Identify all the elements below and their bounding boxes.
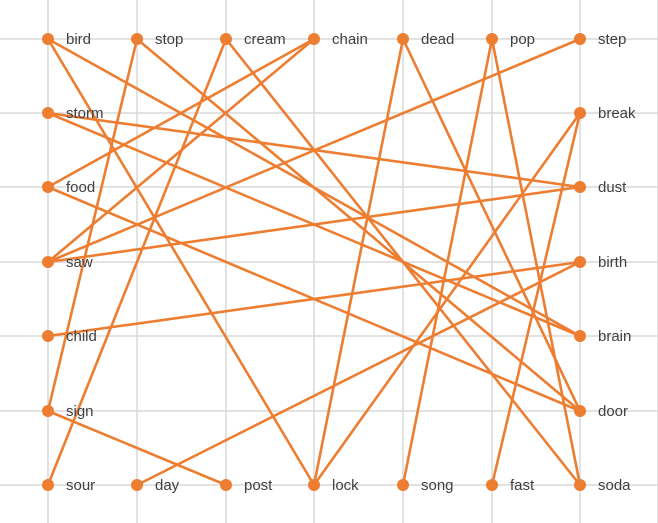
node-label: bird (66, 31, 91, 48)
node-dot (486, 479, 498, 491)
node-dot (42, 405, 54, 417)
node-dot (574, 330, 586, 342)
edges (46, 37, 582, 487)
node-dot (308, 479, 320, 491)
node-label: chain (332, 31, 368, 48)
node-label: birth (598, 254, 627, 271)
node-label: door (598, 403, 628, 420)
node-label: storm (66, 105, 104, 122)
node-label: stop (155, 31, 183, 48)
node-dot (42, 479, 54, 491)
node-label: cream (244, 31, 286, 48)
connection (135, 37, 582, 413)
node-label: brain (598, 328, 631, 345)
node-label: soda (598, 477, 631, 494)
node-dot (397, 33, 409, 45)
connection (46, 37, 316, 189)
node-label: child (66, 328, 97, 345)
node-label: fast (510, 477, 535, 494)
node-dot (574, 107, 586, 119)
node-dot (574, 33, 586, 45)
node-dot (42, 107, 54, 119)
node-dot (220, 479, 232, 491)
node-label: pop (510, 31, 535, 48)
node-dot (42, 33, 54, 45)
node-label: step (598, 31, 626, 48)
connection (46, 260, 582, 338)
connection (490, 37, 582, 487)
node-label: food (66, 179, 95, 196)
node-dot (574, 405, 586, 417)
node-label: dust (598, 179, 627, 196)
connection (135, 260, 582, 487)
node-dot (574, 181, 586, 193)
connection (490, 111, 582, 487)
node-dot (397, 479, 409, 491)
connection (312, 37, 405, 487)
node-dot (42, 256, 54, 268)
connection (46, 37, 316, 487)
node-dot (220, 33, 232, 45)
connection (46, 111, 582, 189)
connection (46, 37, 316, 264)
node-dot (131, 33, 143, 45)
node-dot (42, 181, 54, 193)
node-label: post (244, 477, 273, 494)
connection (46, 409, 228, 487)
nodes: bird stop cream chain dead pop step storm food sa… (42, 31, 636, 494)
node-label: sign (66, 403, 94, 420)
node-label: dead (421, 31, 454, 48)
node-dot (131, 479, 143, 491)
connection (46, 37, 228, 487)
node-dot (486, 33, 498, 45)
node-label: day (155, 477, 180, 494)
connection (312, 111, 582, 487)
node-dot (574, 256, 586, 268)
connection (401, 37, 494, 487)
node-label: break (598, 105, 636, 122)
node-label: song (421, 477, 454, 494)
node-dot (308, 33, 320, 45)
node-dot (42, 330, 54, 342)
node-label: lock (332, 477, 359, 494)
node-label: saw (66, 254, 93, 271)
node-dot (574, 479, 586, 491)
connection (46, 185, 582, 264)
node-label: sour (66, 477, 95, 494)
